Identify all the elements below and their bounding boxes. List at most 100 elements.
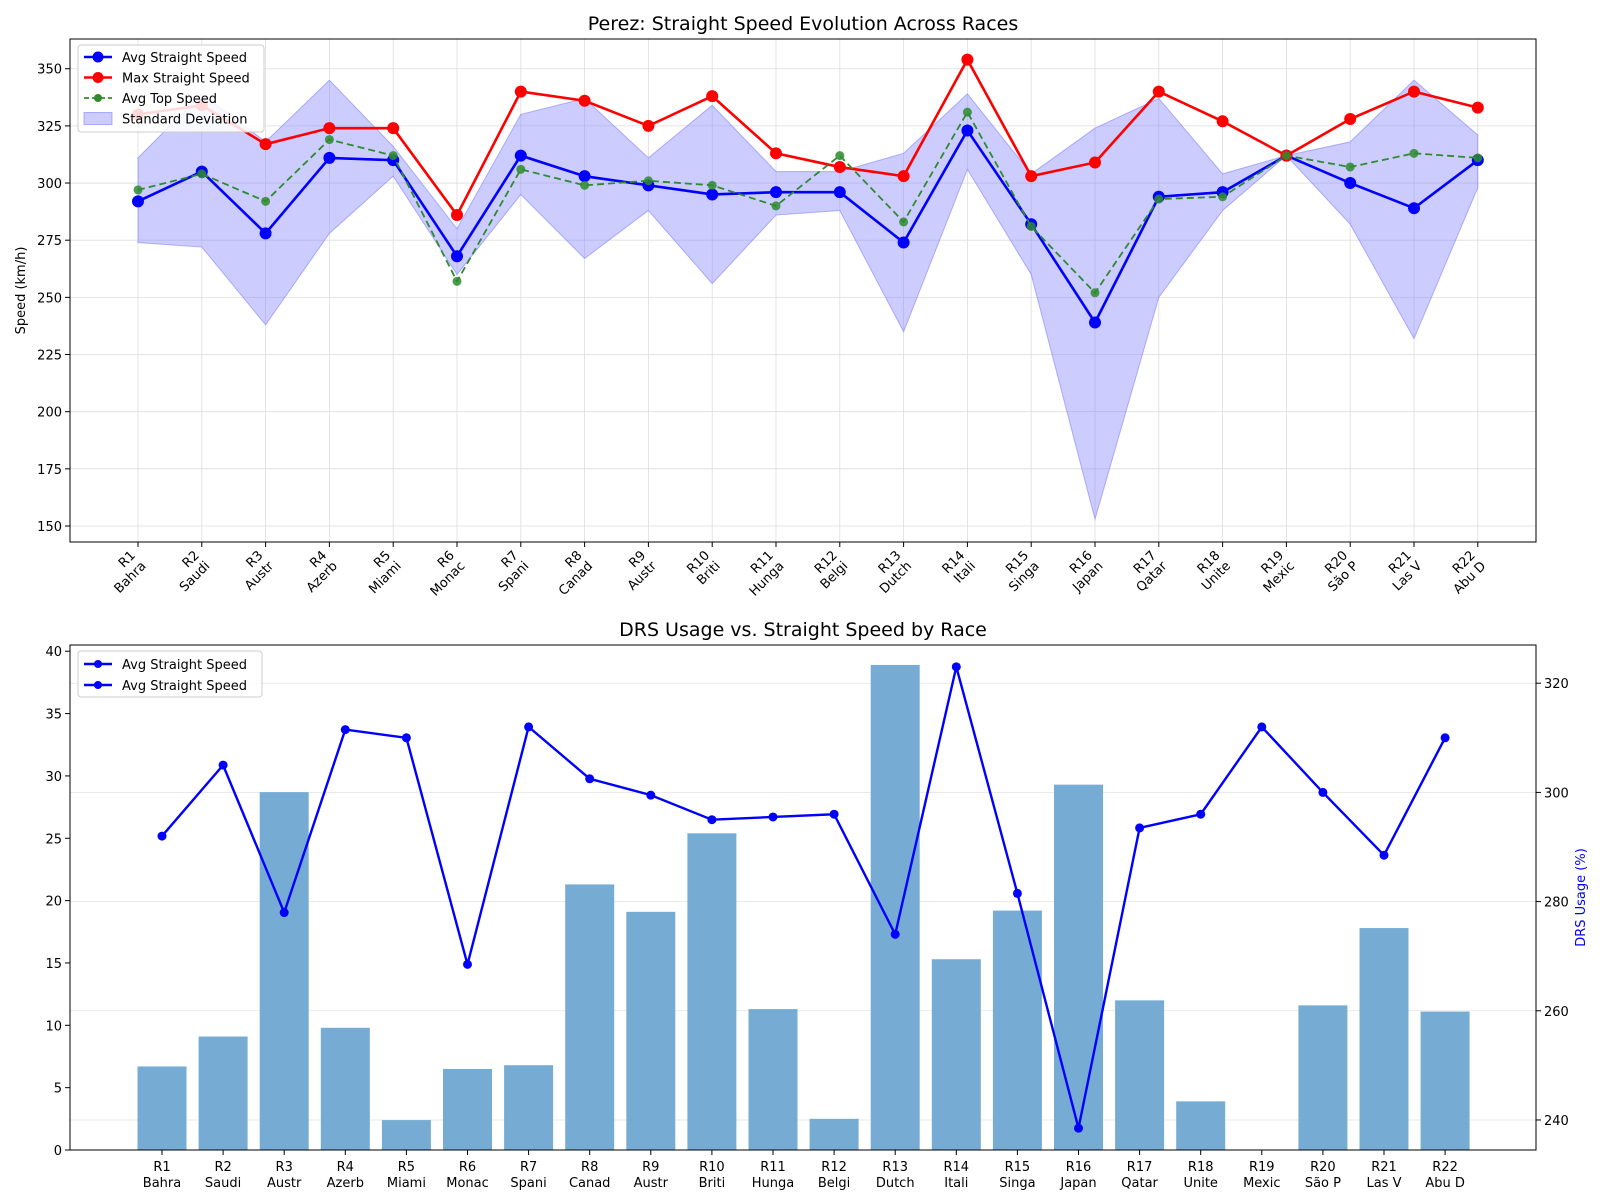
legend-marker [94,94,102,102]
data-point [1218,192,1228,202]
speed-point [157,831,167,841]
x-tick-label-line: R14 [944,1160,970,1175]
series-line-0 [137,127,1479,326]
speed-point [951,662,961,672]
drs-bar [992,910,1042,1150]
data-point [132,195,144,208]
speed-point [1135,823,1145,833]
x-tick-label: R7Spani [485,548,532,595]
y2-tick-label: 240 [1544,1114,1569,1129]
data-point [899,217,909,227]
speed-point [218,760,228,770]
y2-tick-label: 320 [1544,677,1569,692]
data-point [261,196,271,206]
data-point [1154,194,1164,204]
data-point [1089,316,1101,329]
y2-tick-label: 260 [1544,1005,1569,1020]
y-tick-label: 20 [45,895,62,910]
data-point [514,85,527,98]
data-point [897,170,910,183]
x-tick-label-line: R8 [581,1160,598,1175]
data-point [197,169,207,179]
y-tick-label: 0 [54,1144,62,1159]
x-tick-label: R8Canad [545,548,596,599]
chart-title: Perez: Straight Speed Evolution Across R… [588,13,1018,35]
data-point [1344,177,1357,190]
data-point [578,94,591,107]
y2-tick-label: 300 [1544,786,1569,801]
data-point [516,164,526,174]
drs-bar [1298,1005,1348,1150]
x-tick-label-line: Abu D [1425,1176,1465,1191]
series-line-1 [137,56,1479,218]
data-point [1216,115,1229,128]
plot-frame [69,644,1537,1151]
x-tick-label-line: Dutch [876,1176,915,1191]
x-tick-label-line: R6 [459,1160,476,1175]
legend-marker [92,72,104,83]
x-tick-label-line: R13 [882,1160,908,1175]
x-tick-label-line: R22 [1432,1160,1458,1175]
x-tick-label-line: São P [1305,1176,1341,1191]
drs-bar [687,833,737,1150]
legend-label: Standard Deviation [122,113,247,128]
legend-label: Avg Straight Speed [122,51,247,66]
data-point [833,186,846,199]
speed-point [890,929,900,939]
x-tick-label: R1Bahra [101,548,149,596]
x-tick-label-line: Spani [510,1176,546,1191]
y-tick-label: 300 [37,177,62,192]
legend-label: Avg Straight Speed [122,679,247,694]
x-tick-label-line: R18 [1188,1160,1214,1175]
data-point [707,180,717,190]
x-tick-label-line: R15 [1005,1160,1031,1175]
x-tick-label: R20São P [1315,548,1362,595]
drs-bar [443,1068,492,1150]
data-point [833,161,846,174]
x-tick-label: R9Austr [614,548,660,594]
data-point [770,147,782,160]
x-tick-label-line: R16 [1066,1160,1092,1175]
x-tick-label: R15Singa [996,548,1043,595]
x-tick-label: R2Saudi [166,548,213,595]
y2-tick-label: 280 [1544,896,1569,911]
legend-box [77,44,265,133]
data-point [835,151,845,161]
drs-bar [1359,928,1409,1150]
x-tick-label-line: Austr [267,1176,302,1191]
x-tick-label-line: Las V [1366,1176,1401,1191]
legend-label: Avg Straight Speed [122,658,247,673]
data-point [580,180,590,190]
data-point [771,201,781,211]
speed-point [401,733,411,743]
x-tick-label-line: Japan [1059,1176,1096,1191]
data-point [643,176,653,186]
y2-axis-label: DRS Usage (%) [1574,848,1589,947]
data-point [388,151,398,161]
x-tick-label-line: R7 [520,1160,537,1175]
data-point [578,170,591,183]
y-tick-label: 15 [45,957,62,972]
speed-point [829,809,839,819]
data-point [962,107,972,117]
x-tick-label-line: Unite [1183,1176,1217,1191]
x-tick-label-line: Miami [387,1176,426,1191]
series-line-2 [137,110,1478,295]
data-point [324,135,334,145]
data-point [452,276,462,286]
y-tick-label: 225 [37,349,62,364]
speed-line [161,666,1447,1129]
data-point [1281,151,1291,161]
drs-bar [1054,784,1103,1150]
x-tick-label-line: Hunga [752,1176,794,1191]
